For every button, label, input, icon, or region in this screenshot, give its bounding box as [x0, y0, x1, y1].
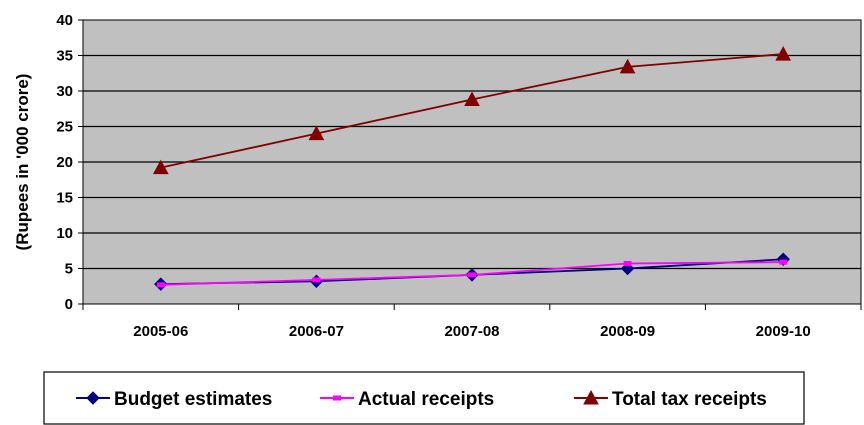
y-tick-label: 25	[56, 119, 73, 136]
x-tick-label: 2008-09	[600, 323, 655, 340]
triangle-marker	[775, 46, 792, 61]
legend-box	[43, 371, 805, 425]
square-marker	[468, 272, 476, 278]
triangle-marker	[464, 91, 480, 107]
legend-item-0: Budget estimates	[76, 389, 272, 410]
legend-label: Actual receipts	[358, 389, 494, 410]
x-axis-ticks: 2005-06 2006-07 2007-08 2008-09 2009-10	[82, 304, 862, 340]
y-tick-label: 40	[56, 12, 73, 29]
x-tick-label: 2009-10	[756, 323, 811, 340]
square-marker	[623, 261, 632, 267]
y-tick-label: 35	[56, 48, 73, 65]
diamond-marker	[86, 391, 100, 405]
y-tick-label: 30	[56, 83, 73, 100]
x-tick-label: 2006-07	[289, 323, 344, 340]
series-2	[152, 46, 792, 175]
y-axis-title: (Rupees in '000 crore)	[13, 74, 32, 251]
square-marker	[333, 395, 341, 401]
y-tick-label: 5	[65, 261, 73, 278]
triangle-marker	[619, 58, 636, 74]
legend-label: Budget estimates	[114, 389, 272, 410]
legend-item-2: Total tax receipts	[574, 389, 767, 410]
triangle-marker	[152, 159, 169, 175]
square-marker	[156, 282, 165, 288]
y-tick-label: 0	[65, 296, 73, 313]
x-tick-label: 2007-08	[444, 323, 499, 340]
y-tick-label: 15	[56, 190, 73, 207]
triangle-marker	[308, 125, 325, 141]
legend-item-1: Actual receipts	[320, 389, 494, 410]
square-marker	[779, 259, 788, 265]
y-tick-label: 10	[56, 225, 73, 242]
square-marker	[312, 277, 321, 283]
series-1	[156, 259, 788, 288]
legend-items: Budget estimates Actual receipts Total tax…	[76, 389, 767, 410]
legend-label: Total tax receipts	[612, 389, 767, 410]
gridlines	[83, 54, 861, 270]
x-tick-label: 2005-06	[133, 323, 188, 340]
series-group	[152, 46, 792, 291]
legend: Budget estimates Actual receipts Total tax…	[43, 371, 805, 425]
triangle-marker	[583, 389, 599, 405]
y-axis-ticks: 0 5 10 15 20 25 30 35 40	[56, 12, 83, 313]
y-tick-label: 20	[56, 154, 73, 171]
